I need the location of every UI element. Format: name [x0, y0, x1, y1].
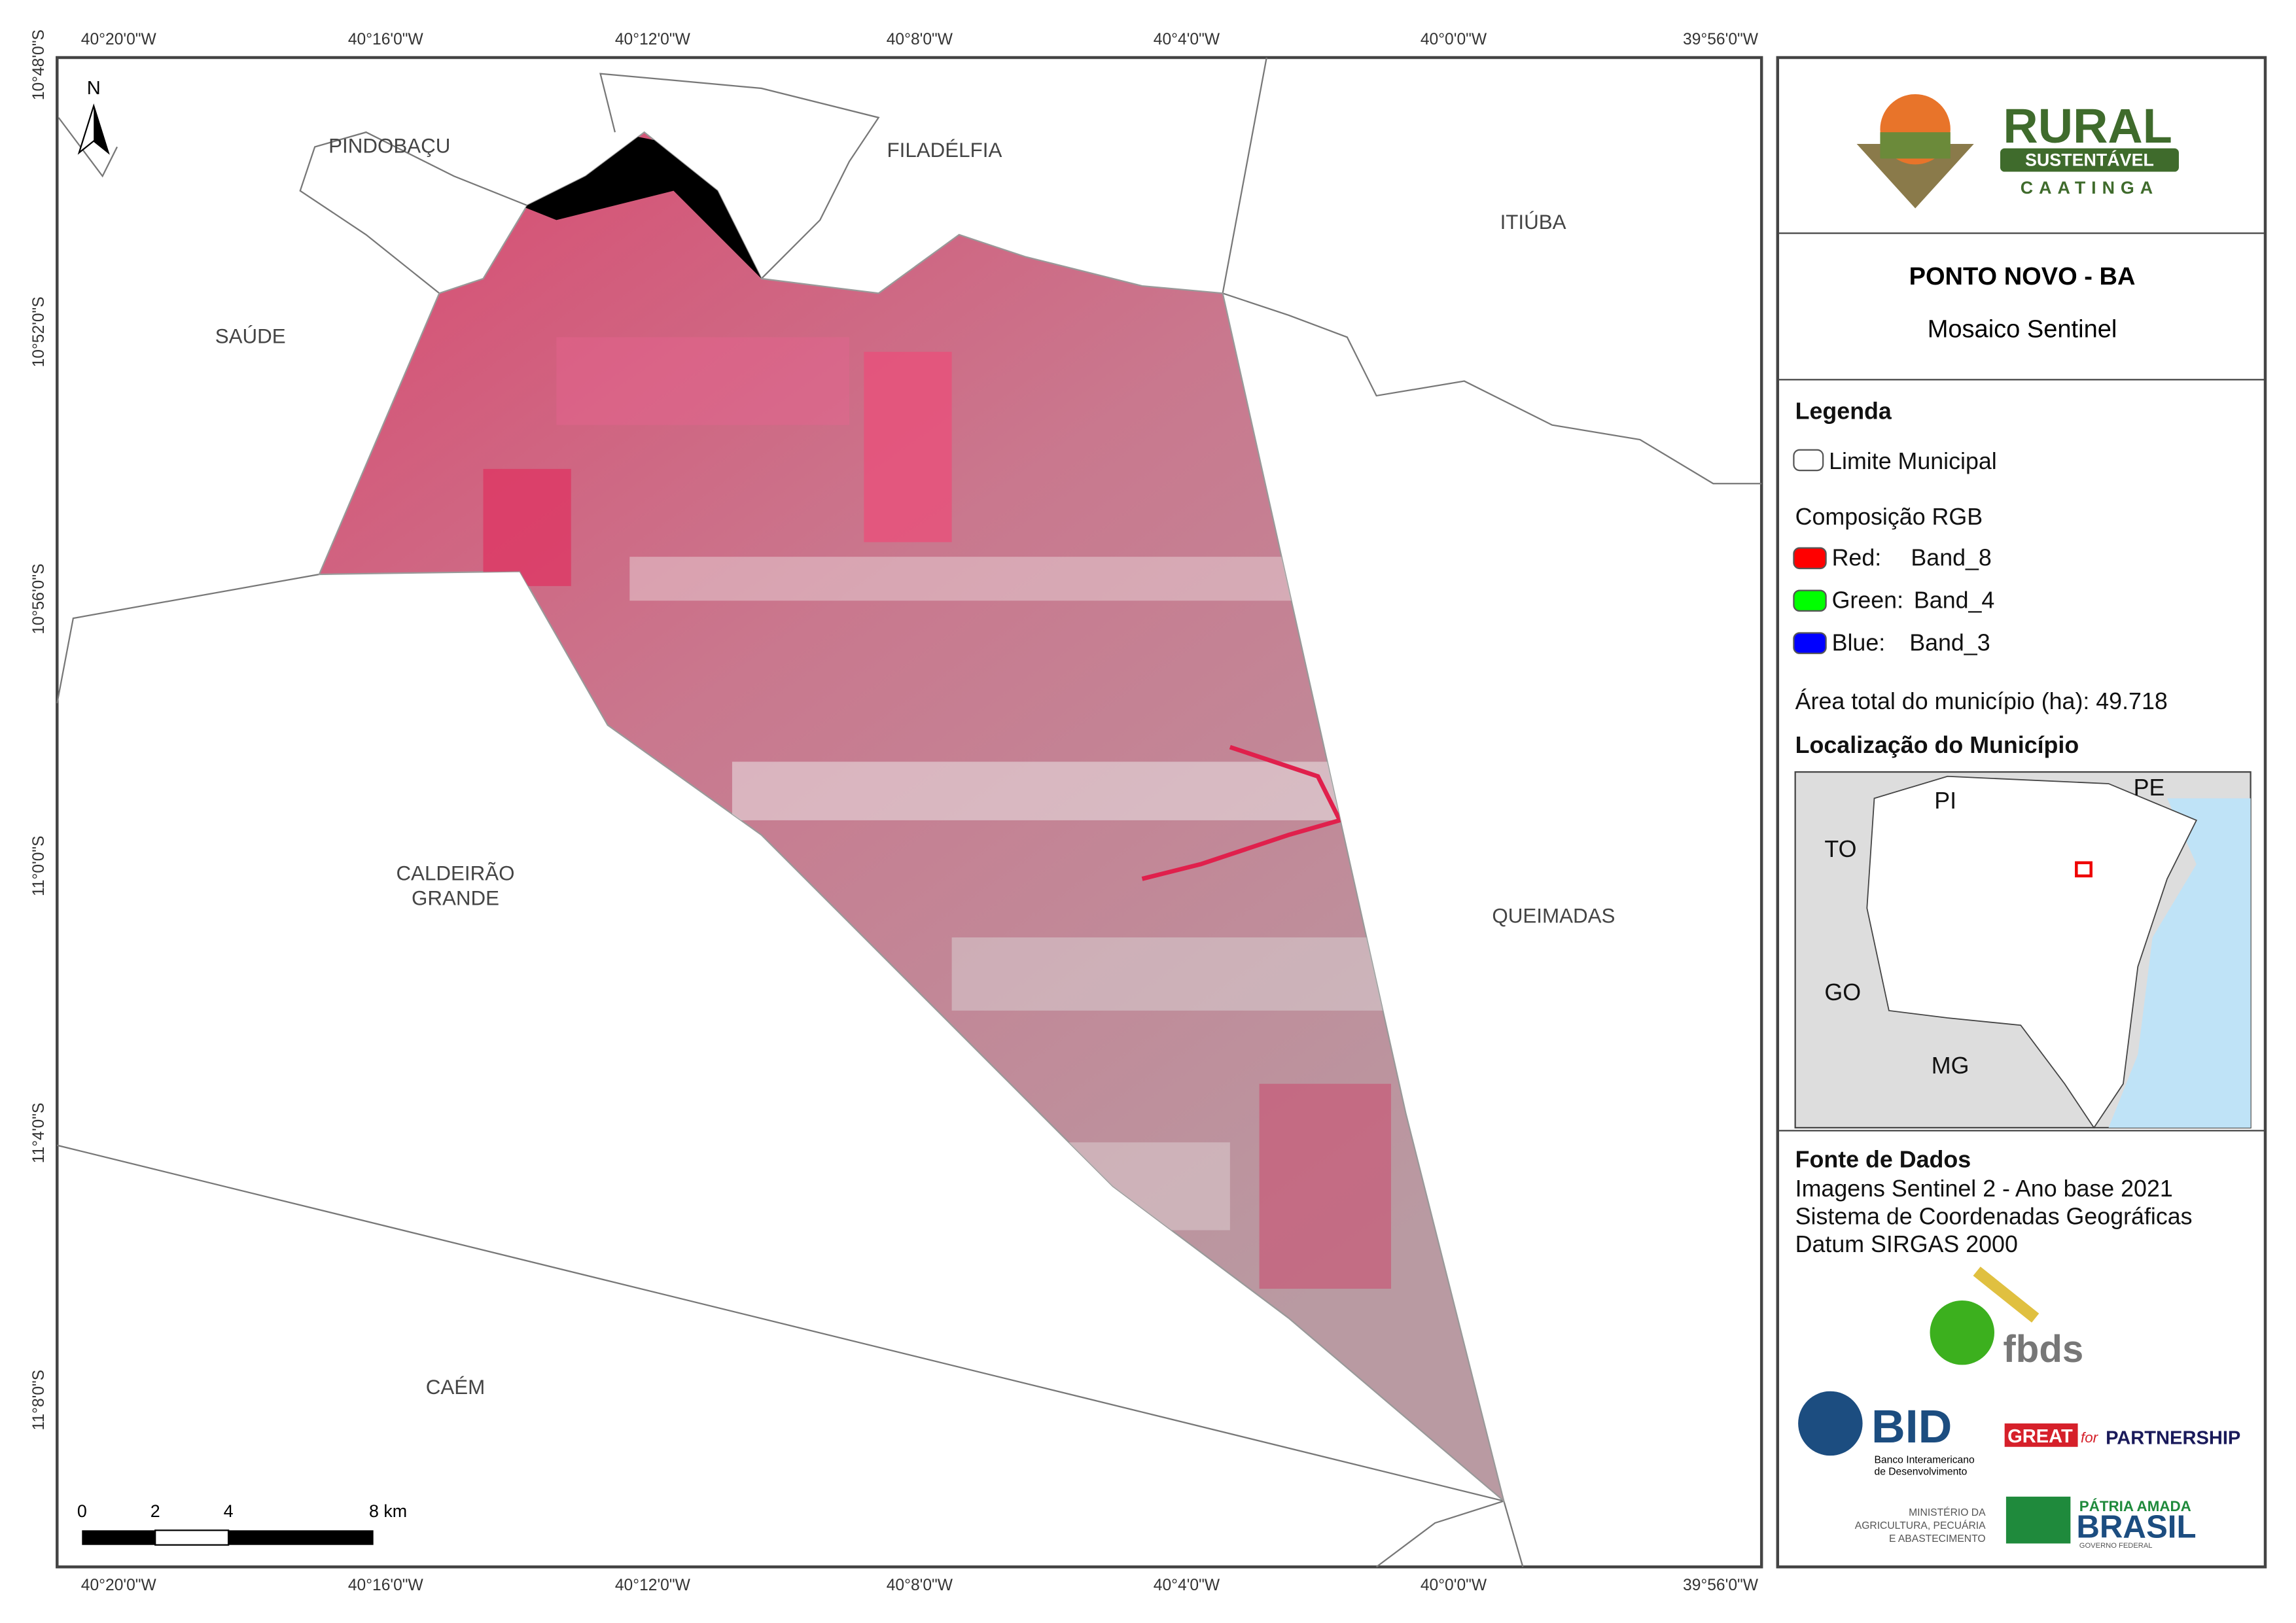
lon-label: 40°4'0"W: [1154, 31, 1220, 48]
logo-bid: BID: [1871, 1401, 1952, 1453]
logo-ministry: E ABASTECIMENTO: [1889, 1533, 1986, 1544]
scale-label: 2: [150, 1501, 160, 1521]
lat-label: 10°56'0"S: [30, 563, 48, 634]
neighbor-boundaries: [56, 57, 1762, 1568]
scale-label: 0: [77, 1501, 87, 1521]
logo-fbds: fbds: [2003, 1328, 2083, 1370]
place-label: CALDEIRÃO: [396, 862, 514, 885]
logo-title: RURAL: [2003, 99, 2172, 153]
inset-label: GO: [1824, 979, 1861, 1005]
logo-bid-name: Banco Interamericano: [1874, 1454, 1974, 1465]
logo-tagline: CAATINGA: [2021, 178, 2159, 198]
legend-swatch: [1793, 632, 1827, 654]
legend-swatch: [1793, 449, 1824, 472]
logo-ministry: MINISTÉRIO DA: [1909, 1506, 1986, 1518]
sources-heading: Fonte de Dados: [1795, 1146, 1971, 1172]
panel-title: PONTO NOVO - BA: [1909, 263, 2136, 290]
place-label: SAÚDE: [215, 324, 286, 347]
panel-subtitle: Mosaico Sentinel: [1928, 315, 2117, 343]
legend-label: Band_8: [1911, 545, 1991, 571]
north-arrow: N: [77, 78, 110, 155]
scale-label: 4: [224, 1501, 234, 1521]
lat-label: 11°8'0"S: [30, 1370, 48, 1431]
lon-label: 40°20'0"W: [81, 31, 157, 48]
lon-label: 39°56'0"W: [1683, 1577, 1759, 1594]
logo-rural: RURAL SUSTENTÁVEL CAATINGA: [1856, 94, 2179, 209]
lon-label: 40°12'0"W: [615, 31, 691, 48]
place-labels: PINDOBAÇU FILADÉLFIA ITIÚBA SAÚDE CALDEI…: [215, 134, 1616, 1399]
lon-label: 40°4'0"W: [1154, 1577, 1220, 1594]
lat-label: 11°4'0"S: [30, 1103, 48, 1164]
lon-label: 40°8'0"W: [887, 1577, 953, 1594]
inset-label: PE: [2134, 775, 2165, 801]
place-label: CAÉM: [426, 1376, 486, 1399]
lon-label: 40°0'0"W: [1421, 1577, 1487, 1594]
legend-label: Red:: [1832, 545, 1882, 571]
logo-bid-name: de Desenvolvimento: [1874, 1466, 1967, 1477]
location-heading: Localização do Município: [1795, 732, 2079, 758]
logo-great: GREAT: [2007, 1426, 2073, 1447]
logo-partnership: PARTNERSHIP: [2106, 1427, 2240, 1448]
lon-label: 39°56'0"W: [1683, 31, 1759, 48]
place-label: PINDOBAÇU: [328, 134, 450, 157]
legend-label: Limite Municipal: [1829, 448, 1997, 474]
lat-label: 10°52'0"S: [30, 296, 48, 367]
area-text: Área total do município (ha): 49.718: [1795, 688, 2168, 714]
legend-label: Band_3: [1909, 629, 1990, 655]
legend-swatch: [1793, 589, 1827, 612]
logos: fbds BID Banco Interamericano de Desenvo…: [1798, 1266, 2240, 1550]
lon-label: 40°12'0"W: [615, 1577, 691, 1594]
coordinate-labels: 40°20'0"W 40°20'0"W 40°16'0"W 40°16'0"W 40°1…: [30, 29, 1759, 1594]
lon-label: 40°16'0"W: [348, 1577, 424, 1594]
inset-label: PI: [1934, 788, 1956, 814]
logo-patria: PÁTRIA AMADA: [2079, 1498, 2191, 1514]
legend-label: Band_4: [1914, 587, 1994, 613]
source-line: Imagens Sentinel 2 - Ano base 2021: [1795, 1176, 2173, 1202]
inset-label: TO: [1824, 836, 1856, 862]
legend-label: Blue:: [1832, 629, 1886, 655]
place-label: QUEIMADAS: [1492, 905, 1615, 928]
north-label: N: [87, 78, 101, 99]
location-inset: PI PE TO GO MG: [1794, 771, 2252, 1129]
lon-label: 40°20'0"W: [81, 1577, 157, 1594]
lon-label: 40°0'0"W: [1421, 31, 1487, 48]
scale-label: 8 km: [369, 1501, 407, 1521]
logo-for: for: [2081, 1429, 2099, 1446]
lon-label: 40°16'0"W: [348, 31, 424, 48]
scale-bar: 0 2 4 8 km: [77, 1501, 407, 1546]
legend-heading: Legenda: [1795, 398, 1892, 425]
lat-label: 11°0'0"S: [30, 835, 48, 896]
source-line: Sistema de Coordenadas Geográficas: [1795, 1204, 2193, 1230]
source-line: Datum SIRGAS 2000: [1795, 1231, 2018, 1257]
logo-gov: GOVERNO FEDERAL: [2079, 1542, 2153, 1550]
inset-label: MG: [1932, 1053, 1969, 1079]
lon-label: 40°8'0"W: [887, 31, 953, 48]
legend-label: Composição RGB: [1795, 504, 1983, 530]
legend-label: Green:: [1832, 587, 1903, 613]
place-label: GRANDE: [412, 887, 499, 910]
place-label: FILADÉLFIA: [887, 139, 1002, 162]
logo-subtitle: SUSTENTÁVEL: [2025, 150, 2154, 170]
logo-brasil: BRASIL: [2076, 1509, 2196, 1544]
legend-swatch: [1793, 547, 1827, 570]
place-label: ITIÚBA: [1500, 211, 1566, 234]
logo-ministry: AGRICULTURA, PECUÁRIA: [1855, 1519, 1986, 1531]
lat-label: 10°48'0"S: [30, 29, 48, 100]
